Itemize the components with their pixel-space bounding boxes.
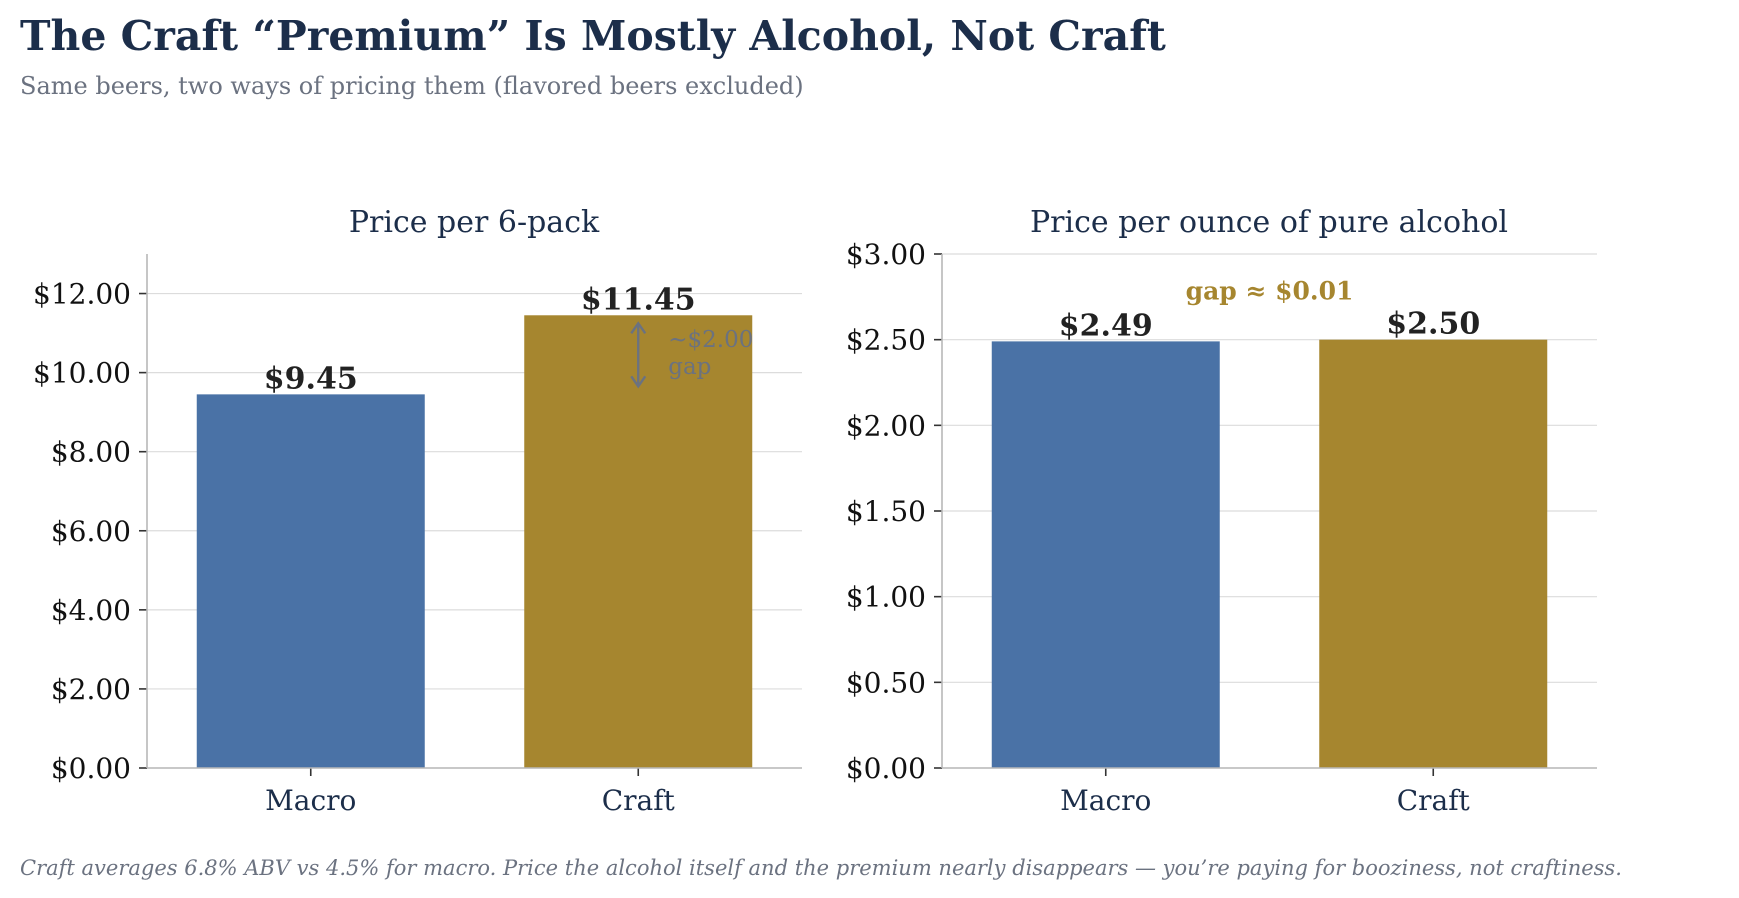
bar-macro bbox=[196, 394, 425, 768]
gap-annotation-text: gap bbox=[668, 354, 711, 380]
y-tick-label: $2.00 bbox=[51, 673, 131, 706]
bar-craft bbox=[1319, 339, 1548, 768]
x-tick-label-craft: Craft bbox=[602, 784, 676, 817]
y-tick-label: $4.00 bbox=[51, 594, 131, 627]
footnote: Craft averages 6.8% ABV vs 4.5% for macr… bbox=[20, 856, 1622, 880]
panel-title: Price per 6-pack bbox=[349, 205, 600, 240]
y-tick-label: $0.00 bbox=[51, 752, 131, 785]
data-label-craft: $2.50 bbox=[1386, 307, 1480, 342]
gap-arrow-head-down bbox=[630, 375, 647, 389]
y-tick-label: $10.00 bbox=[33, 357, 131, 390]
data-label-macro: $9.45 bbox=[264, 361, 358, 396]
y-tick-label: $2.00 bbox=[846, 409, 926, 442]
gap-annotation-text: gap ≈ $0.01 bbox=[1186, 277, 1354, 306]
y-tick-label: $0.00 bbox=[846, 752, 926, 785]
y-tick-label: $6.00 bbox=[51, 515, 131, 548]
x-tick-label-macro: Macro bbox=[1060, 784, 1151, 817]
y-tick-label: $12.00 bbox=[33, 278, 131, 311]
gap-annotation-text: ~$2.00 bbox=[668, 327, 753, 353]
chart-title: The Craft “Premium” Is Mostly Alcohol, N… bbox=[20, 12, 1166, 60]
y-tick-label: $8.00 bbox=[51, 436, 131, 469]
x-tick-label-craft: Craft bbox=[1397, 784, 1471, 817]
y-tick-label: $1.50 bbox=[846, 495, 926, 528]
y-tick-label: $2.50 bbox=[846, 324, 926, 357]
data-label-macro: $2.49 bbox=[1059, 308, 1153, 343]
y-tick-label: $1.00 bbox=[846, 581, 926, 614]
x-tick-label-macro: Macro bbox=[265, 784, 356, 817]
panel-price-per-ounce-alcohol: $0.00 $0.50 $1.00 $1.50 $2.00 $2.50 $3.00 $2.49… bbox=[846, 205, 1597, 817]
panel-price-per-six-pack: $0.00 $2.00 $4.00 $6.00 $8.00 $10.00 $12.00 $9.… bbox=[33, 205, 802, 817]
y-tick-label: $0.50 bbox=[846, 666, 926, 699]
chart-subtitle: Same beers, two ways of pricing them (fl… bbox=[20, 72, 804, 100]
y-tick-label: $3.00 bbox=[846, 238, 926, 271]
bar-craft bbox=[524, 315, 753, 768]
bar-macro bbox=[991, 341, 1220, 768]
panel-title: Price per ounce of pure alcohol bbox=[1030, 205, 1508, 240]
gap-arrow-head-up bbox=[630, 321, 647, 334]
data-label-craft: $11.45 bbox=[581, 282, 696, 317]
